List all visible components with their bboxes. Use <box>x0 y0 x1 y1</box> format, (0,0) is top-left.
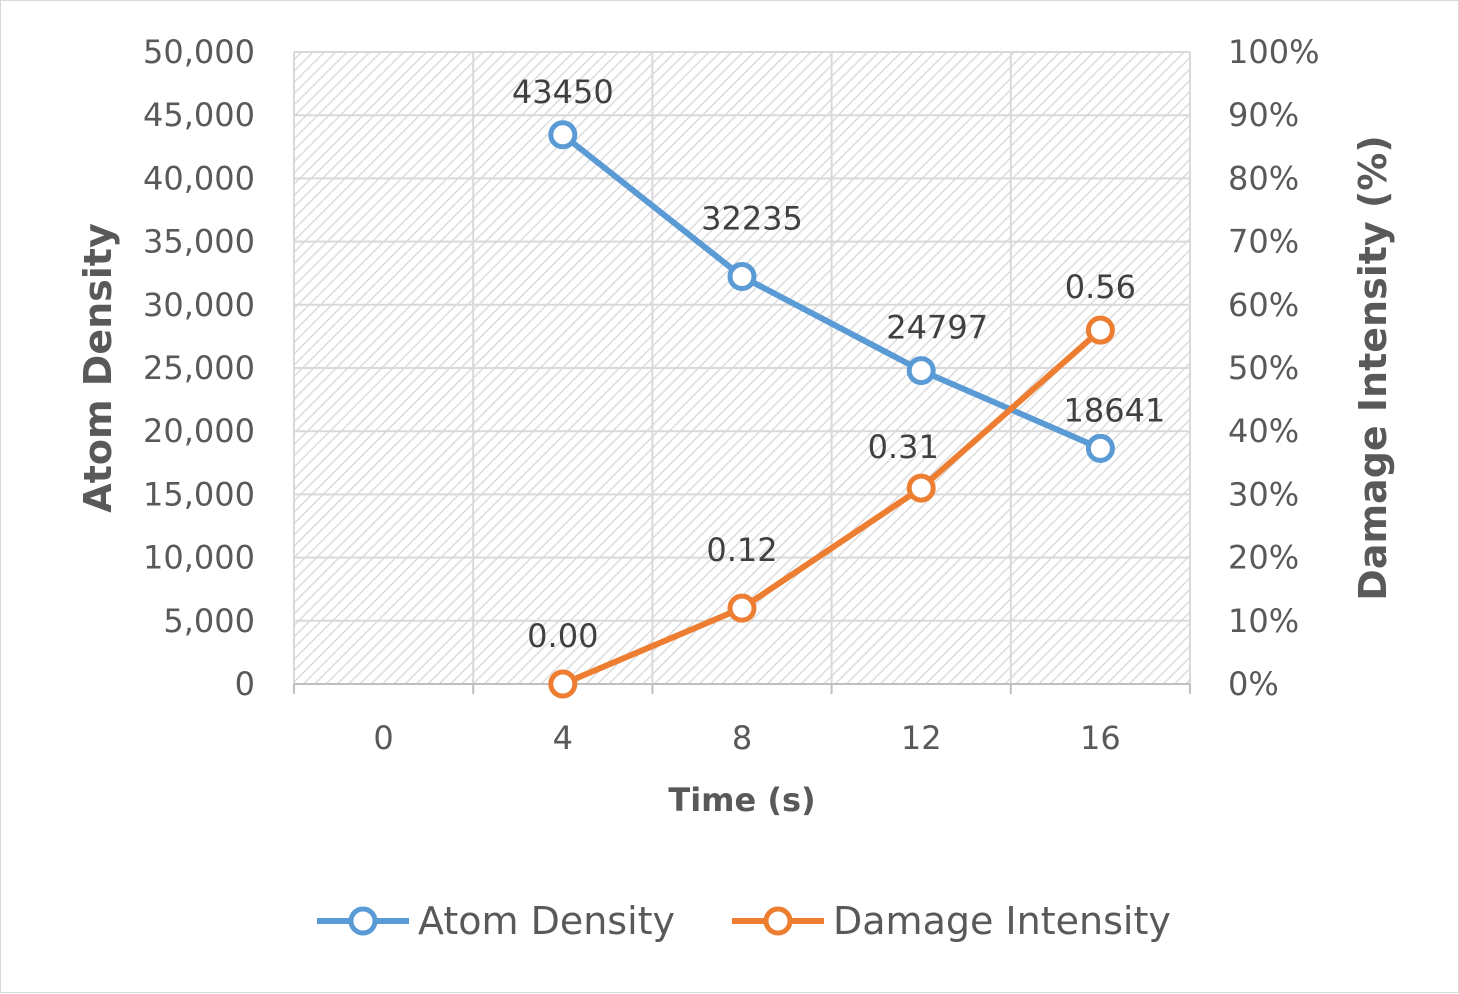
x-tick-label: 0 <box>373 719 393 757</box>
y-left-tick-label: 15,000 <box>143 475 255 513</box>
y-left-tick-label: 0 <box>235 665 255 703</box>
y-right-tick-label: 60% <box>1228 286 1299 324</box>
y-left-tick-label: 5,000 <box>163 602 255 640</box>
data-label: 0.56 <box>1065 268 1136 306</box>
data-label: 0.00 <box>527 617 598 655</box>
gridlines <box>293 51 1191 694</box>
data-label: 24797 <box>886 309 988 347</box>
series-line <box>561 327 1103 687</box>
legend-marker <box>348 906 378 936</box>
y-right-tick-label: 100% <box>1228 33 1319 71</box>
series-lines <box>560 132 1103 687</box>
y-left-tick-label: 25,000 <box>143 349 255 387</box>
x-tick-labels: 0 4 8 12 16 <box>373 719 1120 757</box>
y-right-tick-label: 90% <box>1228 96 1299 134</box>
y-left-tick-labels: 0 5,000 10,000 15,000 20,000 25,000 30,000 35,0… <box>143 33 255 703</box>
y-left-tick-label: 10,000 <box>143 539 255 577</box>
y-left-axis-title: Atom Density <box>76 223 120 513</box>
y-right-tick-label: 50% <box>1228 349 1299 387</box>
data-point <box>906 473 936 503</box>
y-left-tick-label: 50,000 <box>143 33 255 71</box>
data-point <box>727 593 757 623</box>
series-data-labels: 43450 32235 24797 18641 0.00 0.12 0.31 0.56 <box>512 73 1165 655</box>
y-right-tick-label: 70% <box>1228 223 1299 261</box>
y-left-tick-label: 30,000 <box>143 286 255 324</box>
y-right-tick-label: 20% <box>1228 539 1299 577</box>
y-left-tick-label: 40,000 <box>143 159 255 197</box>
y-right-tick-label: 0% <box>1228 665 1279 703</box>
data-point <box>548 669 578 699</box>
data-point <box>1085 433 1115 463</box>
legend: Atom Density Damage Intensity <box>317 899 1171 943</box>
data-point <box>548 120 578 150</box>
y-right-tick-label: 80% <box>1228 159 1299 197</box>
legend-marker <box>763 906 793 936</box>
series-points <box>548 120 1115 699</box>
y-right-tick-label: 40% <box>1228 412 1299 450</box>
x-axis-title: Time (s) <box>668 781 815 819</box>
y-left-tick-label: 20,000 <box>143 412 255 450</box>
y-right-axis-title: Damage Intensity (%) <box>1351 135 1395 600</box>
x-tick-label: 12 <box>901 719 942 757</box>
data-label: 18641 <box>1064 391 1166 429</box>
y-left-tick-label: 45,000 <box>143 96 255 134</box>
legend-label: Damage Intensity <box>833 899 1171 943</box>
y-left-tick-label: 35,000 <box>143 223 255 261</box>
y-right-tick-labels: 0% 10% 20% 30% 40% 50% 60% 70% 80% 90% 100% <box>1228 33 1319 703</box>
data-label: 43450 <box>512 73 614 111</box>
legend-label: Atom Density <box>418 899 675 943</box>
x-tick-label: 4 <box>553 719 573 757</box>
data-point <box>906 356 936 386</box>
data-point <box>727 262 757 292</box>
data-label: 0.12 <box>706 531 777 569</box>
data-point <box>1085 315 1115 345</box>
x-tick-label: 16 <box>1080 719 1121 757</box>
y-right-tick-label: 30% <box>1228 475 1299 513</box>
data-label: 0.31 <box>868 428 939 466</box>
data-label: 32235 <box>701 200 803 238</box>
y-right-tick-label: 10% <box>1228 602 1299 640</box>
x-tick-label: 8 <box>732 719 752 757</box>
